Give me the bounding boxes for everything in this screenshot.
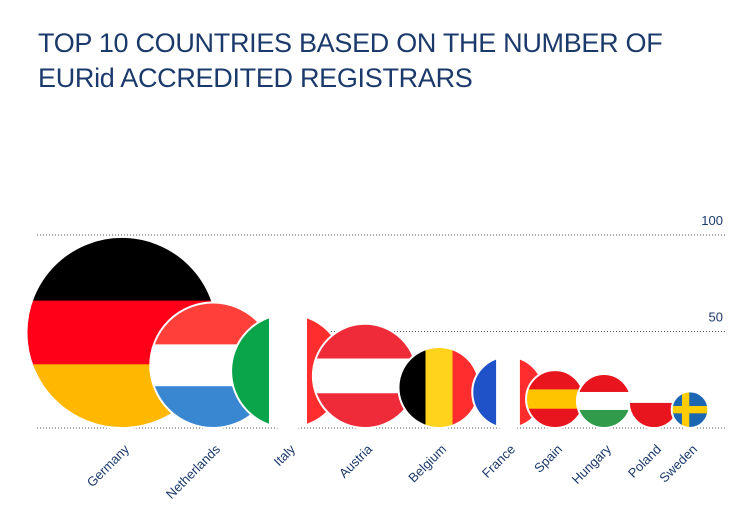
- chart-title: TOP 10 COUNTRIES BASED ON THE NUMBER OF …: [38, 28, 663, 93]
- y-tick-label: 50: [709, 310, 723, 325]
- flag-bubble: [397, 345, 481, 429]
- flag-stripe: [628, 377, 680, 404]
- flag-stripe: [26, 236, 218, 302]
- flag-stripe: [425, 346, 454, 428]
- flag-bubble: [627, 376, 681, 430]
- x-tick-label: Austria: [336, 441, 376, 481]
- x-tick-label: France: [479, 442, 518, 481]
- flag-cross: [671, 405, 709, 414]
- flag: [671, 391, 709, 428]
- x-tick-label: Belgium: [405, 442, 449, 486]
- flag-stripe: [576, 373, 632, 393]
- x-tick-label: Italy: [271, 441, 299, 469]
- x-tick-label: Germany: [84, 441, 133, 490]
- flag-bubble: [575, 372, 633, 430]
- flag-stripe: [472, 356, 497, 428]
- x-tick-label: Netherlands: [163, 441, 224, 502]
- flag-bubble: [525, 369, 585, 429]
- bubble-outline: [670, 390, 710, 430]
- flag-stripe: [526, 389, 584, 410]
- flag-bubble: [670, 390, 710, 430]
- flag-stripe: [496, 356, 521, 428]
- y-tick-label: 100: [701, 213, 723, 228]
- x-tick-label: Sweden: [656, 442, 700, 486]
- x-tick-label: Spain: [531, 442, 565, 476]
- flag-stripe: [312, 323, 418, 360]
- flag-stripe: [269, 314, 308, 428]
- x-tick-label: Hungary: [569, 441, 615, 487]
- flag-stripe: [576, 391, 632, 411]
